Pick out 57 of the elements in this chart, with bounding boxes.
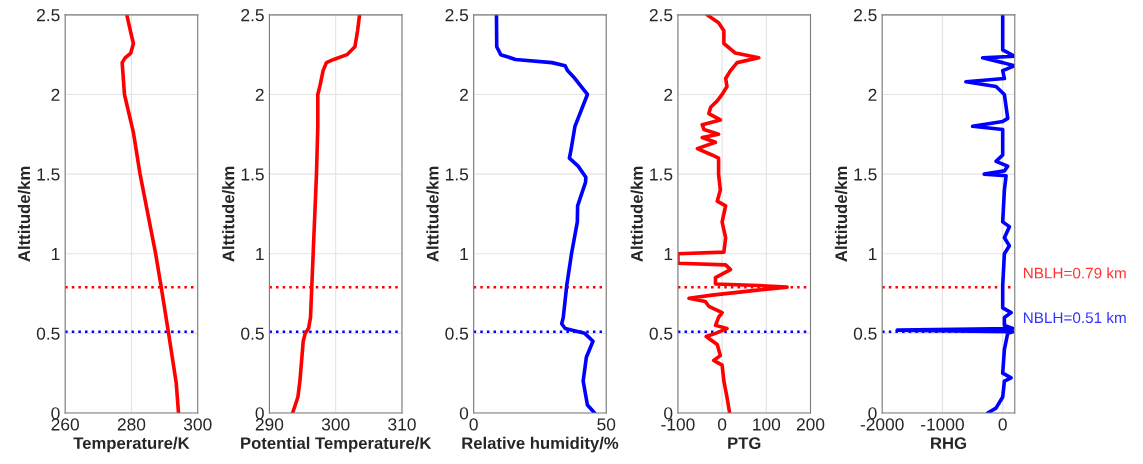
y-tick-label: 0 [51, 407, 60, 420]
y-tick-label: 1.5 [37, 168, 60, 181]
y-tick-label: 1.5 [854, 168, 877, 181]
y-tick-label: 0.5 [241, 327, 264, 340]
x-axis-title: RHG [931, 437, 966, 450]
y-tick-label: 2 [868, 88, 877, 101]
y-tick-label: 2 [51, 88, 60, 101]
y-axis-title: Alttitude/km [630, 166, 644, 262]
x-tick-label: 300 [321, 418, 350, 431]
y-tick-label: 2.5 [241, 9, 264, 22]
y-tick-label: 1 [460, 248, 468, 261]
y-tick-label: 1.5 [650, 168, 673, 181]
x-tick-label: 0 [469, 418, 478, 431]
y-tick-label: 2.5 [445, 9, 469, 22]
y-tick-label: 0.5 [853, 327, 877, 340]
y-tick-label: 1 [51, 248, 60, 261]
y-tick-label: 2.5 [649, 9, 673, 22]
y-tick-label: 1 [256, 248, 264, 261]
y-axis-title: Alttitude/km [426, 166, 439, 262]
x-tick-label: 310 [388, 418, 416, 431]
x-tick-label: -100 [661, 418, 695, 431]
y-tick-label: 2 [255, 88, 264, 101]
x-tick-label: 50 [597, 418, 616, 431]
ref-line-label: NBLH=0.51 km [1023, 311, 1126, 324]
y-tick-label: 1 [868, 248, 877, 261]
x-axis-title: Potential Temperature/K [241, 436, 432, 453]
x-axis-title: Temperature/K [73, 436, 190, 453]
y-tick-label: 0 [868, 407, 877, 420]
x-tick-label: 280 [117, 418, 146, 431]
x-tick-label: -1000 [921, 418, 964, 431]
y-tick-label: 2.5 [854, 9, 877, 22]
x-tick-label: 0 [717, 418, 727, 431]
y-tick-label: 0.5 [36, 327, 60, 340]
x-tick-label: 290 [255, 418, 284, 431]
y-tick-label: 0 [459, 407, 469, 420]
x-tick-label: 300 [183, 418, 212, 431]
y-tick-label: 2 [460, 88, 468, 101]
x-tick-label: 200 [796, 418, 825, 431]
y-tick-label: 1 [664, 248, 673, 261]
y-tick-label: 0.5 [445, 327, 469, 340]
y-tick-label: 1.5 [241, 168, 264, 181]
x-axis-title: PTG [728, 437, 761, 450]
x-axis-title: Relative humidity/% [462, 436, 619, 453]
x-tick-label: 260 [51, 418, 79, 431]
y-tick-label: 2 [664, 88, 673, 101]
x-tick-label: 0 [998, 418, 1007, 431]
ref-line-label: NBLH=0.79 km [1023, 267, 1126, 279]
y-axis-title: Alttitude/km [222, 166, 235, 262]
y-axis-title: Alttitude/km [834, 166, 848, 262]
x-tick-label: 100 [753, 418, 781, 431]
y-tick-label: 0 [664, 407, 673, 420]
y-axis-title: Alttitude/km [17, 166, 31, 262]
y-tick-label: 0.5 [649, 327, 673, 340]
x-tick-label: -2000 [860, 418, 904, 431]
y-tick-label: 2.5 [37, 9, 60, 22]
y-tick-label: 0 [255, 407, 264, 420]
y-tick-label: 1.5 [445, 168, 469, 181]
